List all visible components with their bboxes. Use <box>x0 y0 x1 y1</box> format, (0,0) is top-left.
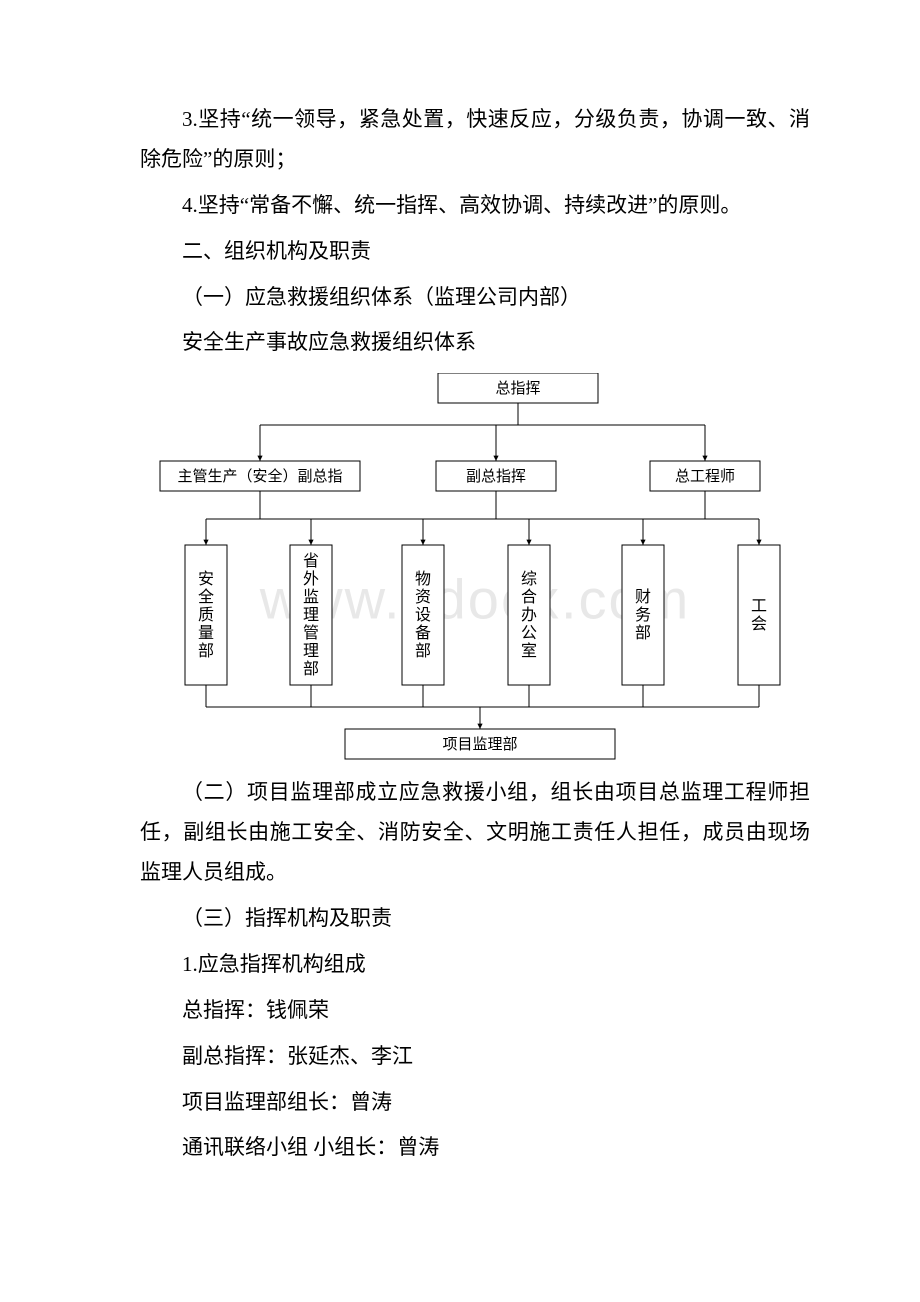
heading-2-3-1: 1.应急指挥机构组成 <box>140 945 810 985</box>
line-leader: 项目监理部组长：曾涛 <box>140 1083 810 1123</box>
svg-text:外: 外 <box>303 570 319 588</box>
svg-text:理: 理 <box>303 643 319 660</box>
heading-2-3: （三）指挥机构及职责 <box>140 899 810 939</box>
svg-text:财: 财 <box>635 588 651 606</box>
svg-text:备: 备 <box>415 624 431 642</box>
svg-text:公: 公 <box>521 625 537 642</box>
svg-text:部: 部 <box>198 642 214 660</box>
svg-text:省: 省 <box>303 552 319 570</box>
paragraph-3: 3.坚持“统一领导，紧急处置，快速反应，分级负责，协调一致、消除危险”的原则； <box>140 100 810 180</box>
line-comm: 通讯联络小组 小组长：曾涛 <box>140 1128 810 1168</box>
svg-text:理: 理 <box>303 607 319 624</box>
svg-text:项目监理部: 项目监理部 <box>442 736 517 753</box>
svg-text:质: 质 <box>198 606 214 624</box>
svg-text:会: 会 <box>751 615 767 633</box>
svg-text:主管生产（安全）副总指: 主管生产（安全）副总指 <box>177 467 342 485</box>
svg-text:总指挥: 总指挥 <box>495 380 540 397</box>
svg-text:办: 办 <box>521 606 537 624</box>
document-page: 3.坚持“统一领导，紧急处置，快速反应，分级负责，协调一致、消除危险”的原则； … <box>0 0 920 1234</box>
svg-text:部: 部 <box>635 624 651 642</box>
svg-text:室: 室 <box>521 642 537 660</box>
svg-text:全: 全 <box>198 588 214 606</box>
heading-2-1: （一）应急救援组织体系（监理公司内部） <box>140 278 810 318</box>
svg-text:副总指挥: 副总指挥 <box>466 468 526 485</box>
org-chart-svg: 总指挥主管生产（安全）副总指副总指挥总工程师安全质量部省外监理管理部物资设备部综… <box>140 373 810 763</box>
svg-text:部: 部 <box>303 660 319 678</box>
svg-text:综: 综 <box>521 570 537 588</box>
svg-text:管: 管 <box>303 624 319 642</box>
svg-text:资: 资 <box>415 588 431 606</box>
line-commander: 总指挥：钱佩荣 <box>140 991 810 1031</box>
svg-text:物: 物 <box>415 570 431 588</box>
line-deputy: 副总指挥：张延杰、李江 <box>140 1037 810 1077</box>
paragraph-4: 4.坚持“常备不懈、统一指挥、高效协调、持续改进”的原则。 <box>140 186 810 226</box>
heading-2: 二、组织机构及职责 <box>140 232 810 272</box>
org-chart: www.bdocx.com 总指挥主管生产（安全）副总指副总指挥总工程师安全质量… <box>140 373 810 763</box>
svg-text:设: 设 <box>415 606 431 624</box>
svg-text:部: 部 <box>415 642 431 660</box>
heading-2-1-sub: 安全生产事故应急救援组织体系 <box>140 323 810 363</box>
svg-text:监: 监 <box>303 588 319 606</box>
heading-2-2: （二）项目监理部成立应急救援小组，组长由项目总监理工程师担任，副组长由施工安全、… <box>140 773 810 893</box>
svg-text:务: 务 <box>635 606 651 624</box>
svg-text:安: 安 <box>198 570 214 588</box>
svg-text:工: 工 <box>751 598 767 615</box>
svg-text:合: 合 <box>521 588 537 606</box>
svg-text:量: 量 <box>198 625 214 642</box>
svg-text:总工程师: 总工程师 <box>675 468 735 485</box>
